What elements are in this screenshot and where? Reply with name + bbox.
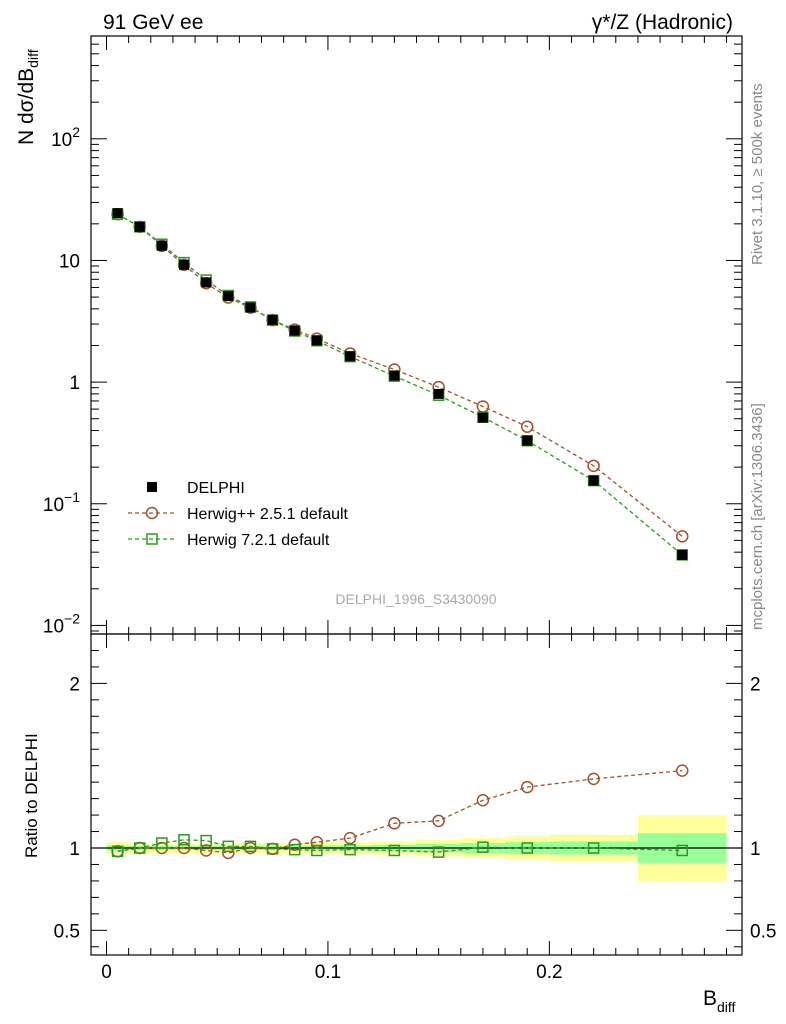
point-circle [675, 530, 689, 543]
legend-marker [147, 482, 157, 492]
header-right-title: γ*/Z (Hadronic) [592, 11, 733, 34]
point-data [433, 388, 444, 399]
y-axis-title-main-sub: diff [25, 49, 41, 68]
y-tick-label: 10 [59, 251, 80, 272]
ratio-point-square [156, 837, 168, 849]
ratio-point-circle [310, 835, 324, 849]
point-data [201, 277, 212, 288]
point-data [223, 291, 234, 302]
y-tick-label-base: 1 [69, 373, 80, 394]
point-data [134, 221, 145, 232]
ratio-point-square [288, 843, 301, 856]
series-line-square [117, 213, 683, 556]
ratio-y-tick-label-left: 0.5 [54, 921, 80, 942]
y-axis-title-ratio: Ratio to DELPHI [22, 733, 41, 858]
ratio-point-square [244, 840, 257, 853]
ratio-point-square [178, 834, 190, 846]
legend-label: DELPHI [187, 480, 245, 497]
point-data [112, 208, 123, 219]
ratio-point-square [676, 844, 688, 857]
ratio-point-square [587, 842, 600, 854]
ratio-point-circle [388, 817, 401, 830]
y-tick-label-exp: −2 [64, 610, 80, 626]
x-axis-title: Bdiff [703, 987, 736, 1015]
y-tick-label: 10−2 [43, 610, 80, 637]
x-tick-label: 0.1 [315, 962, 341, 983]
ratio-point-circle [177, 841, 191, 855]
mcplots-label: mcplots.cern.ch [arXiv:1306.3436] [749, 403, 766, 630]
point-circle [520, 420, 534, 433]
ratio-point-square [432, 846, 445, 858]
y-tick-label-base: 10 [43, 495, 64, 516]
ratio-point-square [133, 842, 146, 854]
ratio-y-tick-label-right: 0.5 [750, 921, 776, 942]
ratio-point-circle [476, 794, 490, 807]
ratio-point-circle [587, 772, 600, 786]
y-tick-label-exp: −1 [64, 489, 80, 505]
header-left-title: 91 GeV ee [103, 11, 203, 34]
point-data [477, 412, 488, 423]
ratio-y-tick-label-right: 1 [750, 839, 761, 860]
rivet-label: Rivet 3.1.10, ≥ 500k events [749, 83, 766, 265]
y-axis-title-main-text: N dσ/dB [15, 68, 38, 145]
y-tick-label-base: 10 [43, 616, 64, 637]
point-data [245, 302, 256, 313]
legend-label: Herwig 7.2.1 default [187, 532, 330, 549]
ratio-point-square [266, 843, 279, 855]
ratio-point-square [521, 842, 533, 854]
point-data [345, 351, 356, 362]
ratio-point-square [477, 841, 489, 853]
point-data [522, 435, 533, 446]
ratio-point-circle [675, 764, 689, 777]
y-tick-label: 1 [69, 373, 80, 394]
ratio-point-square [388, 844, 401, 857]
point-data [179, 259, 189, 270]
ratio-frame [90, 633, 743, 956]
point-circle [587, 459, 600, 473]
x-tick-label: 0.2 [536, 962, 562, 983]
y-tick-label-base: 10 [59, 251, 80, 272]
ratio-point-circle [222, 846, 235, 860]
ratio-point-circle [520, 780, 534, 794]
legend-entry: Herwig 7.2.1 default [128, 532, 330, 549]
legend-marker [145, 506, 159, 520]
y-axis-title-main: N dσ/dBdiff [15, 49, 41, 145]
ratio-point-square [222, 840, 235, 853]
ratio-point-square [111, 845, 124, 858]
ratio-y-tick-label-left: 1 [69, 839, 80, 860]
point-data [389, 370, 400, 381]
ratio-y-tick-label-left: 2 [69, 674, 80, 695]
ratio-point-circle [343, 831, 357, 845]
ratio-y-tick-label-right: 2 [750, 674, 761, 695]
y-tick-label-base: 10 [51, 130, 72, 151]
point-data [289, 325, 300, 336]
legend-marker [146, 533, 158, 545]
ratio-point-square [311, 844, 323, 857]
legend-entry: DELPHI [147, 480, 245, 497]
point-data [677, 549, 688, 560]
point-data [588, 475, 599, 486]
y-tick-label: 102 [51, 124, 80, 151]
x-axis-title-main: B [703, 987, 717, 1010]
point-data [267, 314, 278, 325]
legend-label: Herwig++ 2.5.1 default [187, 506, 349, 523]
point-data [311, 335, 322, 346]
legend: DELPHI Herwig++ 2.5.1 default Herwig 7.2.1… [128, 480, 349, 549]
analysis-watermark: DELPHI_1996_S3430090 [335, 591, 496, 607]
point-data [156, 240, 167, 251]
ratio-point-circle [432, 814, 445, 828]
series-data [112, 208, 688, 560]
ratio-line-square [117, 839, 683, 853]
x-axis-title-sub: diff [717, 999, 736, 1015]
ratio-point-square [200, 834, 212, 847]
y-tick-label: 10−1 [43, 489, 80, 516]
ratio-series-square [111, 834, 688, 858]
y-tick-label-exp: 2 [72, 124, 80, 140]
ratio-point-square [344, 843, 356, 856]
x-tick-label: 0 [101, 962, 112, 983]
ratio-panel: 0 0.1 0.2 0.5 0.5 1 1 2 2 [54, 633, 776, 983]
legend-entry: Herwig++ 2.5.1 default [128, 506, 349, 523]
